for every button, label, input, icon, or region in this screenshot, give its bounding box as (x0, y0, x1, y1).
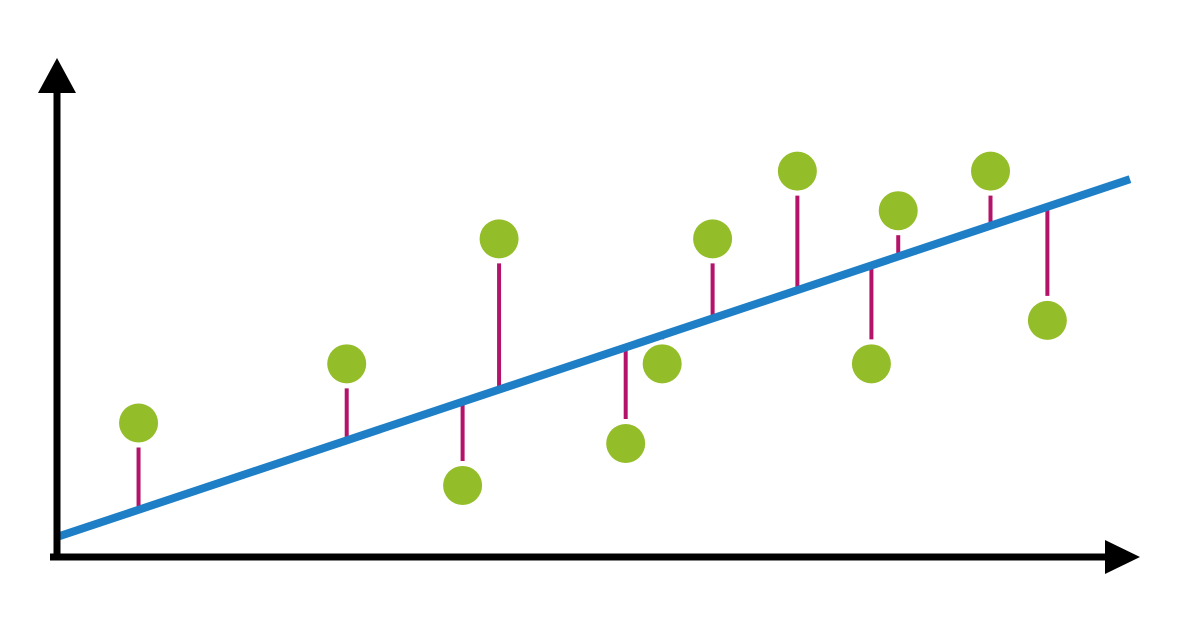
data-point (851, 344, 891, 384)
regression-trendline (55, 175, 1132, 541)
y-axis-arrowhead (38, 58, 76, 93)
data-point (693, 219, 733, 259)
data-point (1027, 300, 1067, 340)
data-point (971, 151, 1011, 191)
data-point (327, 344, 367, 384)
trendline-layer (55, 175, 1132, 541)
points-layer (119, 151, 1067, 505)
data-point (479, 219, 519, 259)
data-point (777, 151, 817, 191)
data-point (878, 191, 918, 231)
axes-layer (38, 58, 1140, 574)
data-point (443, 465, 483, 505)
data-point (119, 403, 159, 443)
data-point (606, 423, 646, 463)
x-axis-arrowhead (1105, 540, 1140, 574)
data-point (642, 344, 682, 384)
